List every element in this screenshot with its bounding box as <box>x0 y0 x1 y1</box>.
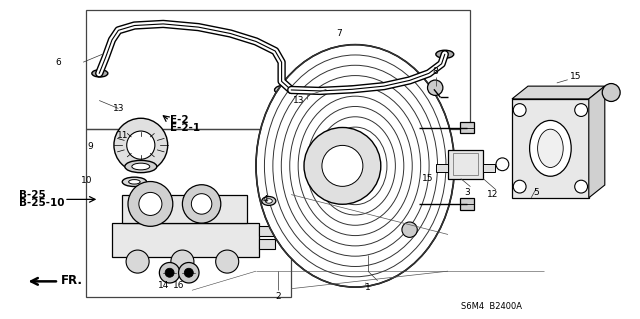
Ellipse shape <box>132 163 150 170</box>
Circle shape <box>602 84 620 101</box>
Ellipse shape <box>129 180 140 184</box>
Ellipse shape <box>256 45 454 287</box>
Text: 12: 12 <box>487 190 499 199</box>
Text: 13: 13 <box>113 104 125 113</box>
Text: 7: 7 <box>336 29 342 38</box>
Circle shape <box>159 263 180 283</box>
Circle shape <box>322 145 363 186</box>
Circle shape <box>165 268 174 277</box>
Ellipse shape <box>262 197 276 205</box>
Ellipse shape <box>266 199 273 203</box>
Bar <box>86 129 291 297</box>
Bar <box>460 198 474 210</box>
Text: E-2-1: E-2-1 <box>170 122 200 133</box>
Polygon shape <box>512 86 605 99</box>
Circle shape <box>513 104 526 116</box>
Text: B-25-10: B-25-10 <box>19 197 65 208</box>
Text: 14: 14 <box>157 281 169 290</box>
Ellipse shape <box>538 129 563 167</box>
Text: 15: 15 <box>570 72 581 81</box>
Polygon shape <box>589 86 605 198</box>
Text: 5: 5 <box>534 189 539 197</box>
Circle shape <box>184 268 193 277</box>
Circle shape <box>139 192 162 215</box>
Text: 16: 16 <box>173 281 185 290</box>
Ellipse shape <box>125 160 157 173</box>
Circle shape <box>179 263 199 283</box>
Bar <box>453 153 478 175</box>
Circle shape <box>127 131 155 159</box>
Bar <box>86 10 470 129</box>
Circle shape <box>191 194 212 214</box>
Circle shape <box>575 104 588 116</box>
Bar <box>436 164 448 172</box>
Ellipse shape <box>92 70 108 77</box>
Text: 1: 1 <box>365 283 371 292</box>
Circle shape <box>126 250 149 273</box>
Text: 15: 15 <box>422 174 434 183</box>
Text: 6: 6 <box>55 58 61 67</box>
Circle shape <box>216 250 239 273</box>
Text: 4: 4 <box>263 195 268 204</box>
Bar <box>483 164 495 172</box>
Circle shape <box>182 185 221 223</box>
Circle shape <box>171 250 194 273</box>
Bar <box>122 195 247 223</box>
Ellipse shape <box>275 85 295 95</box>
Bar <box>112 223 259 257</box>
Circle shape <box>513 180 526 193</box>
Bar <box>259 226 275 236</box>
Text: B-25: B-25 <box>19 189 46 200</box>
Ellipse shape <box>530 120 572 176</box>
Circle shape <box>575 180 588 193</box>
Bar <box>460 122 474 133</box>
Bar <box>512 99 589 198</box>
Circle shape <box>114 118 168 172</box>
Text: 13: 13 <box>292 96 304 105</box>
Text: 2: 2 <box>276 292 281 301</box>
Text: 8: 8 <box>433 67 438 76</box>
Circle shape <box>402 222 417 237</box>
Text: S6M4  B2400A: S6M4 B2400A <box>461 302 522 311</box>
Text: 10: 10 <box>81 176 93 185</box>
Text: 3: 3 <box>465 189 470 197</box>
Circle shape <box>428 80 443 95</box>
Ellipse shape <box>122 177 147 187</box>
Text: FR.: FR. <box>61 274 83 287</box>
Bar <box>259 239 275 249</box>
Text: 11: 11 <box>116 131 128 140</box>
Circle shape <box>128 182 173 226</box>
Ellipse shape <box>436 50 454 58</box>
Text: 9: 9 <box>87 142 93 151</box>
Bar <box>448 150 483 179</box>
Text: E-2: E-2 <box>170 115 188 125</box>
Circle shape <box>304 128 381 204</box>
